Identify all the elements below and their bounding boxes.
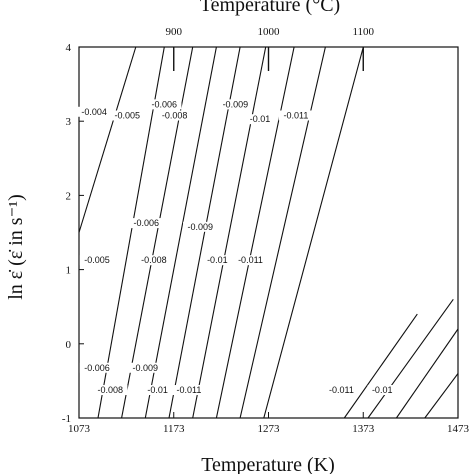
top-tick-label: 1000 — [258, 26, 281, 38]
contour-label-bg — [245, 114, 275, 125]
contour-line — [192, 46, 267, 419]
contour-label: -0.011 — [238, 255, 263, 265]
y-tick-label: 1 — [66, 265, 72, 277]
contour-label-bg — [79, 362, 115, 373]
contour-label-bg — [79, 255, 115, 266]
contour-label-bg — [367, 385, 397, 396]
contour-label: -0.009 — [188, 222, 214, 232]
contour-label: -0.009 — [223, 99, 249, 109]
contour-label-bg — [93, 385, 128, 396]
x-axis-title: Temperature (K) — [201, 454, 335, 474]
x-tick-label: 1273 — [258, 423, 281, 435]
contour-label-bg — [278, 110, 314, 121]
contour-label-bg — [147, 99, 182, 110]
contour-lines — [78, 46, 459, 419]
contour-label: -0.008 — [141, 255, 167, 265]
contour-label: -0.011 — [329, 385, 354, 395]
y-axis-title: ln ε̇ (ε̇ in s⁻¹) — [5, 194, 27, 300]
contour-label-bg — [128, 362, 163, 373]
x-axis-ticks: 1073 1173 1273 1373 1473 — [68, 412, 470, 435]
contour-label-bg — [202, 255, 232, 266]
contour-line — [395, 328, 459, 419]
contour-label: -0.006 — [134, 218, 160, 228]
contour-label: -0.005 — [84, 255, 110, 265]
y-tick-label: 2 — [66, 190, 72, 202]
contour-label-bg — [129, 218, 164, 229]
contour-line — [78, 46, 137, 233]
y-tick-label: 0 — [66, 339, 72, 351]
contour-line — [424, 373, 459, 419]
contour-label: -0.008 — [162, 110, 188, 120]
contour-line — [367, 298, 454, 419]
x-tick-label: 1473 — [447, 423, 470, 435]
contour-label: -0.011 — [176, 385, 201, 395]
contour-label: -0.01 — [372, 385, 393, 395]
contour-label-bg — [143, 385, 173, 396]
x-tick-label: 1373 — [352, 423, 375, 435]
contour-line — [144, 46, 217, 419]
contour-label: -0.006 — [84, 363, 110, 373]
contour-label: -0.009 — [133, 363, 159, 373]
contour-label: -0.01 — [207, 255, 228, 265]
contour-labels: -0.004 -0.005-0.006-0.008-0.009-0.01 -0.01… — [76, 99, 397, 396]
contour-label-bg — [136, 255, 172, 266]
contour-label: -0.008 — [98, 385, 124, 395]
contour-line — [215, 46, 295, 419]
x-tick-label: 1173 — [163, 423, 185, 435]
y-tick-label: 4 — [66, 42, 72, 54]
contour-line — [239, 46, 326, 419]
top-tick-label: 1100 — [352, 26, 374, 38]
contour-label: -0.006 — [152, 99, 178, 109]
contour-label-bg — [218, 99, 253, 110]
contour-line — [343, 313, 418, 419]
contour-label-bg — [324, 385, 359, 396]
top-axis-title: Temperature (°C) — [200, 0, 340, 16]
top-axis-ticks: 900 1000 1100 — [166, 26, 375, 71]
contour-label-bg — [233, 255, 268, 266]
contour-label-bg — [183, 221, 218, 232]
contour-label-bg — [157, 110, 192, 121]
contour-label-bg — [171, 385, 207, 396]
contour-label: -0.005 — [115, 110, 141, 120]
contour-label-bg — [110, 110, 145, 121]
contour-line — [263, 46, 364, 419]
contour-label: -0.004 — [81, 107, 107, 117]
y-tick-label: 3 — [66, 116, 72, 128]
y-tick-label: -1 — [62, 413, 71, 425]
contour-label: -0.01 — [147, 385, 168, 395]
contour-label: -0.01 — [250, 114, 271, 124]
top-tick-label: 900 — [166, 26, 183, 38]
x-tick-label: 1073 — [68, 423, 91, 435]
contour-label-bg — [76, 106, 112, 117]
contour-label: -0.011 — [284, 110, 309, 120]
